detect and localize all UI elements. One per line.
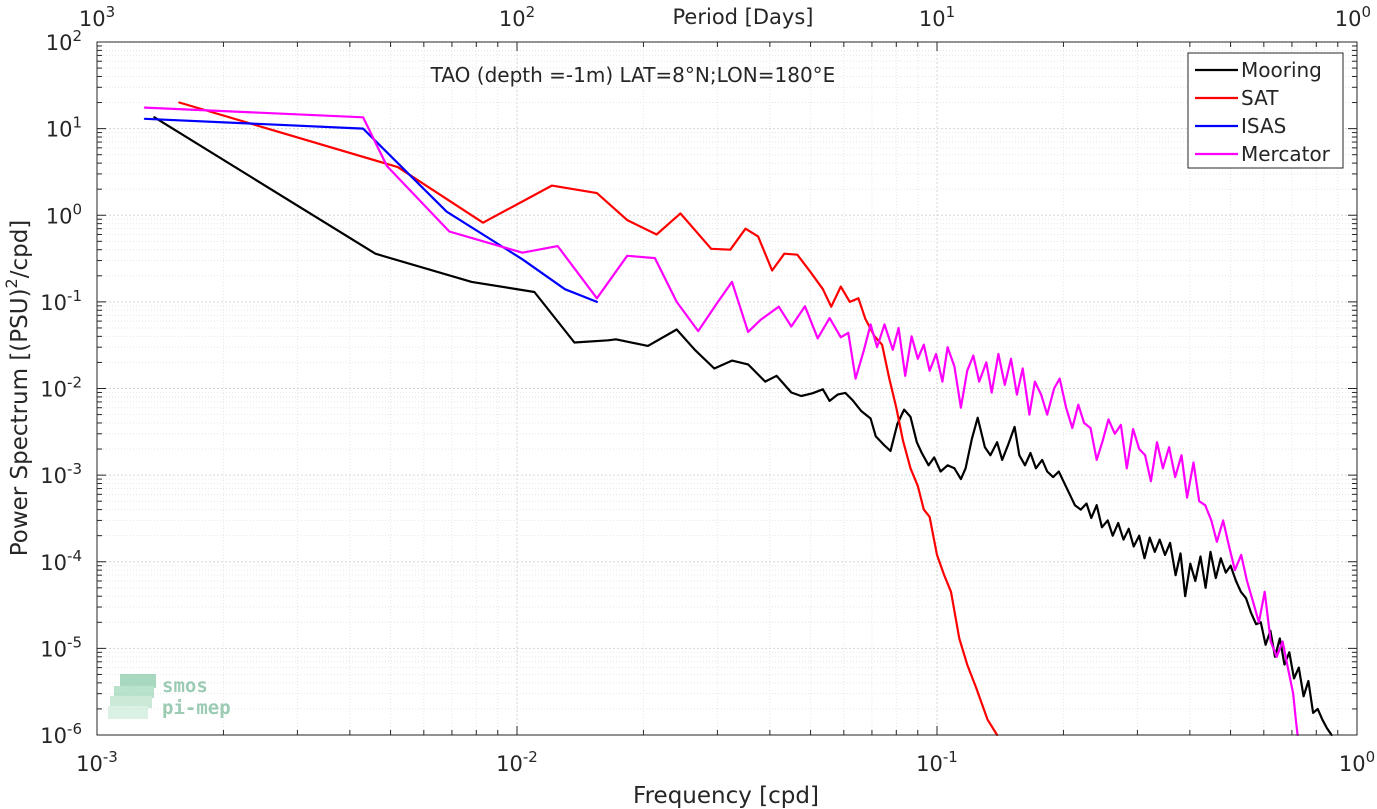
legend-label-mooring: Mooring: [1241, 58, 1322, 82]
x-tick-label-exp: -1: [943, 748, 958, 766]
legend-items: Mooring SAT ISAS Mercator: [1195, 58, 1331, 166]
watermark-logo: smos pi-mep: [108, 674, 231, 719]
y-tick-label: 10-5: [40, 633, 82, 661]
top-tick-label-exp: 2: [526, 3, 536, 21]
x-axis-label: Frequency [cpd]: [633, 783, 819, 809]
legend-label-mercator: Mercator: [1241, 142, 1331, 166]
y-tick-label-exp: 1: [72, 114, 82, 132]
x-tick-label-base: 10: [76, 752, 103, 776]
x-tick-label: 10-3: [76, 748, 118, 776]
y-tick-label-exp: -5: [67, 633, 82, 651]
x-tick-label-base: 10: [916, 752, 943, 776]
x-tick-labels: 10-3 10-2 10-1 100: [76, 748, 1375, 776]
x-tick-label-exp: 0: [1366, 748, 1376, 766]
top-tick-label-base: 10: [499, 7, 526, 31]
y-axis-label-tail: /cpd]: [7, 220, 33, 279]
top-tick-label-exp: 0: [1361, 3, 1371, 21]
y-tick-label: 101: [46, 114, 82, 142]
y-axis-label-sup: 2: [2, 278, 21, 288]
y-tick-label-exp: 2: [72, 27, 82, 45]
y-tick-label-base: 10: [46, 118, 73, 142]
top-tick-label-exp: 3: [106, 3, 116, 21]
grid: [96, 42, 1357, 736]
y-tick-label-base: 10: [40, 464, 67, 488]
top-tick-labels: 103 102 101 100: [79, 3, 1371, 31]
legend-label-sat: SAT: [1241, 86, 1279, 110]
top-axis-label: Period [Days]: [673, 5, 814, 29]
top-tick-label: 102: [499, 3, 535, 31]
y-tick-label-base: 10: [40, 637, 67, 661]
x-tick-label: 10-1: [916, 748, 958, 776]
x-tick-label: 10-2: [496, 748, 538, 776]
legend-label-isas: ISAS: [1241, 114, 1286, 138]
axis-ticks: [96, 42, 1357, 736]
legend: Mooring SAT ISAS Mercator: [1187, 52, 1344, 169]
y-tick-label-exp: -2: [67, 374, 82, 392]
top-tick-label-base: 10: [79, 7, 106, 31]
y-tick-label: 10-1: [40, 287, 82, 315]
y-tick-label: 10-6: [40, 720, 82, 748]
x-tick-label-exp: -2: [523, 748, 538, 766]
smos-logo-icon: [108, 674, 156, 719]
watermark-line2: pi-mep: [162, 697, 231, 719]
top-tick-label: 100: [1335, 3, 1371, 31]
x-tick-label-base: 10: [1339, 752, 1366, 776]
watermark-line1: smos: [162, 675, 208, 697]
y-tick-label: 10-2: [40, 374, 82, 402]
legend-box: [1187, 52, 1344, 169]
y-tick-label-exp: -4: [67, 547, 82, 565]
top-tick-label-base: 10: [919, 7, 946, 31]
top-tick-label-base: 10: [1335, 7, 1362, 31]
top-tick-label: 101: [919, 3, 955, 31]
y-tick-label-exp: -1: [67, 287, 82, 305]
x-tick-label: 100: [1339, 748, 1375, 776]
y-tick-label-base: 10: [40, 378, 67, 402]
series-line-sat: [178, 101, 999, 737]
y-tick-label-exp: -6: [67, 720, 82, 738]
series-line-mercator: [143, 106, 1299, 737]
y-tick-label-base: 10: [40, 291, 67, 315]
top-tick-label-exp: 1: [946, 3, 956, 21]
x-tick-label-base: 10: [496, 752, 523, 776]
y-tick-label: 10-4: [40, 547, 82, 575]
series-line-mooring: [153, 116, 1333, 737]
y-tick-label: 100: [46, 200, 82, 228]
top-tick-label: 103: [79, 3, 115, 31]
y-axis-label: Power Spectrum [(PSU)2/cpd]: [2, 220, 33, 557]
y-tick-label-base: 10: [40, 551, 67, 575]
series-line-isas: [143, 117, 599, 303]
series-lines: [143, 101, 1333, 737]
y-tick-label-exp: 0: [72, 200, 82, 218]
y-axis-label-base: Power Spectrum [(PSU): [7, 288, 33, 556]
y-tick-label: 10-3: [40, 460, 82, 488]
y-tick-label-base: 10: [40, 724, 67, 748]
chart-title: TAO (depth =-1m) LAT=8°N;LON=180°E: [430, 63, 836, 87]
x-tick-label-exp: -3: [103, 748, 118, 766]
y-tick-label-exp: -3: [67, 460, 82, 478]
y-tick-label-base: 10: [46, 31, 73, 55]
y-tick-label: 102: [46, 27, 82, 55]
y-tick-label-base: 10: [46, 204, 73, 228]
